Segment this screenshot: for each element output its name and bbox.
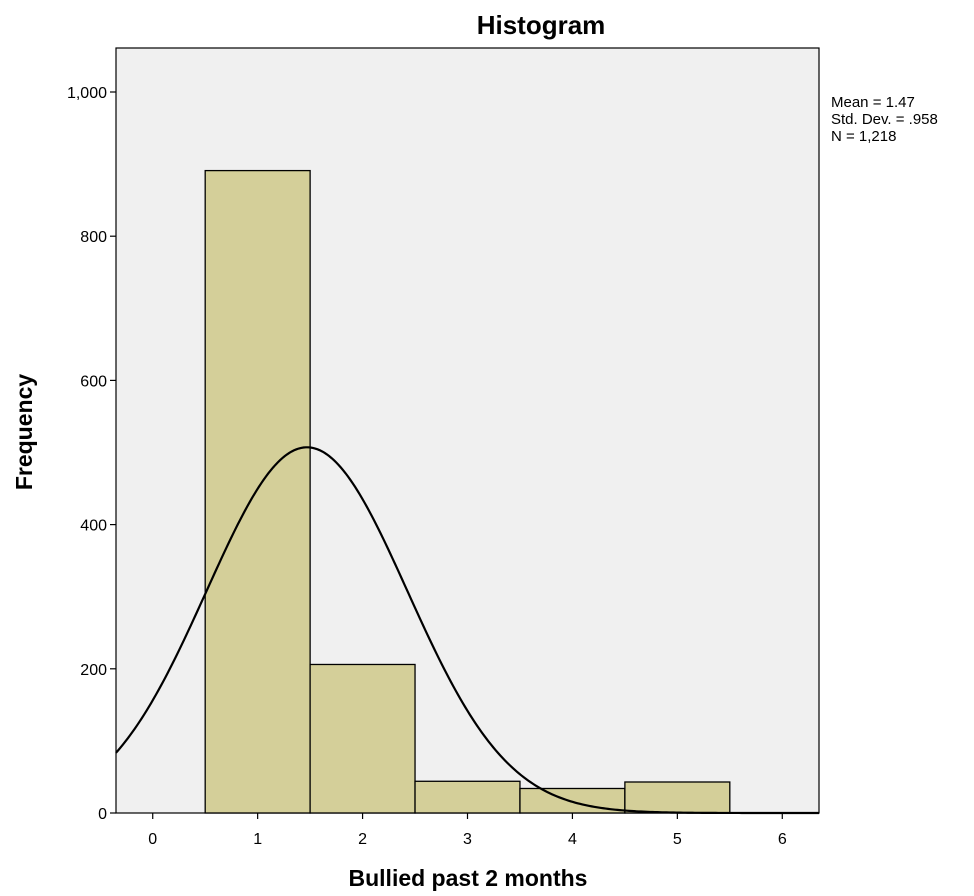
x-tick-label: 3 (463, 831, 472, 848)
y-tick-label: 1,000 (67, 85, 107, 102)
y-axis-label: Frequency (11, 374, 37, 491)
x-axis-label: Bullied past 2 months (349, 865, 588, 891)
stat-line-1: Mean = 1.47 (831, 94, 915, 111)
histogram-bar-3 (414, 780, 521, 814)
x-tick-label: 4 (568, 831, 577, 848)
normal-curve (115, 446, 819, 815)
stat-line-2: Std. Dev. = .958 (831, 111, 938, 128)
x-tick-label: 5 (673, 831, 682, 848)
y-tick-label: 0 (98, 806, 107, 823)
x-tick-label: 2 (358, 831, 367, 848)
histogram-bar-1 (204, 169, 311, 814)
x-tick-label: 1 (253, 831, 262, 848)
y-tick-label: 400 (80, 518, 107, 535)
stat-line-3: N = 1,218 (831, 128, 896, 145)
y-tick-label: 200 (80, 662, 107, 679)
bars-group (204, 169, 731, 814)
x-tick-label: 6 (778, 831, 787, 848)
y-tick-label: 600 (80, 373, 107, 390)
y-axis: 0 200 400 600 800 1,000 (67, 85, 116, 823)
chart-title: Histogram (477, 10, 606, 40)
x-tick-label: 0 (148, 831, 157, 848)
histogram-bar-5 (624, 781, 731, 814)
y-tick-label: 800 (80, 229, 107, 246)
x-axis: 0 1 2 3 4 5 6 (148, 813, 787, 848)
histogram-bar-2 (309, 663, 416, 814)
